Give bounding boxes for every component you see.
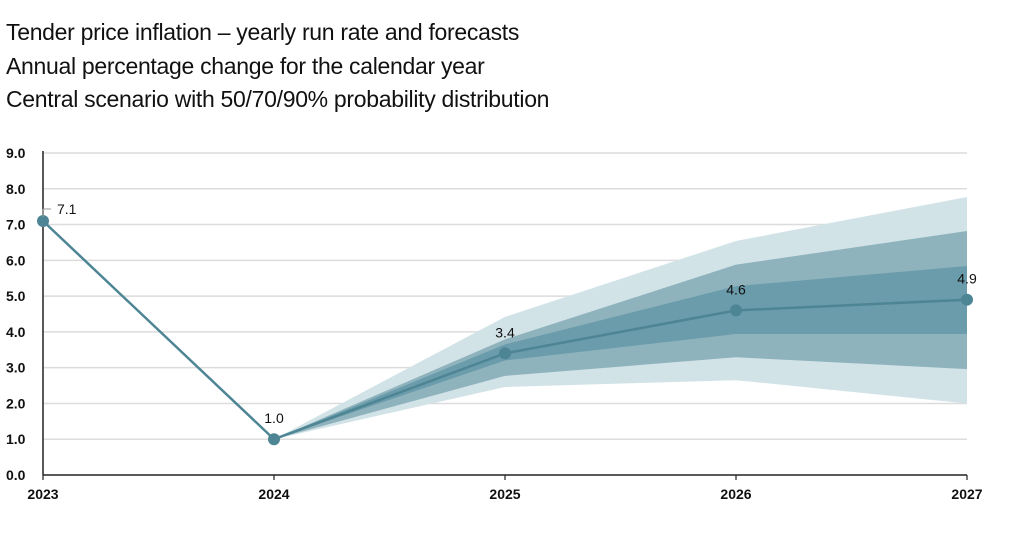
y-tick-label: 8.0 [6,181,26,197]
x-tick-label: 2024 [258,486,289,502]
chart-subtitle-2: Central scenario with 50/70/90% probabil… [6,86,550,112]
x-tick-label: 2023 [27,486,58,502]
data-label: 3.4 [495,324,515,340]
chart-subtitle: Annual percentage change for the calenda… [6,52,485,79]
data-label: 1.0 [264,410,284,426]
y-tick-label: 7.0 [6,217,26,233]
y-tick-label: 2.0 [6,395,26,411]
chart-title: Tender price inflation – yearly run rate… [6,19,520,45]
y-tick-label: 1.0 [6,431,26,447]
data-label: 4.9 [957,271,977,287]
x-tick-label: 2025 [489,486,520,502]
data-point [499,347,511,360]
y-tick-label: 9.0 [6,145,26,161]
chart-titles: Tender price inflation – yearly run rate… [6,16,549,117]
y-tick-label: 6.0 [6,252,26,268]
band-50pct [274,266,967,440]
data-point [37,214,49,227]
data-point [730,304,742,317]
y-tick-label: 5.0 [6,288,26,304]
y-tick-label: 4.0 [6,324,26,340]
y-tick-label: 0.0 [6,467,26,483]
data-label: 4.6 [726,281,746,297]
y-tick-label: 3.0 [6,360,26,376]
data-point [268,433,280,446]
data-label: 7.1 [57,201,77,217]
x-tick-label: 2027 [951,486,982,502]
data-point [961,293,973,306]
x-tick-label: 2026 [720,486,751,502]
